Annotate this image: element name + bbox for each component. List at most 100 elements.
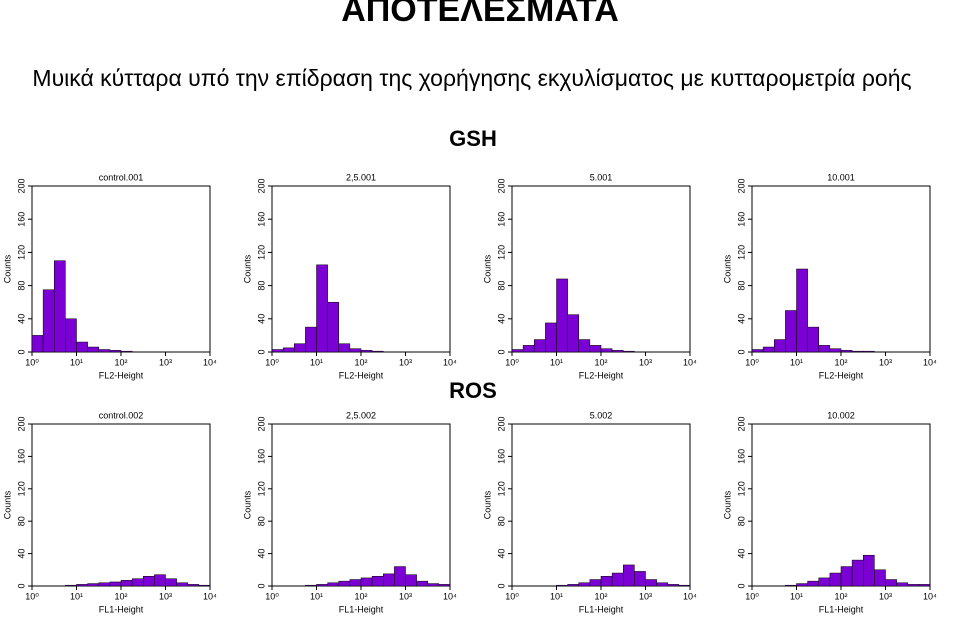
x-axis-label: FL2-Height	[579, 370, 624, 380]
histogram-bar	[176, 582, 188, 587]
histogram-bar	[862, 350, 875, 353]
histogram-bar	[762, 346, 775, 353]
plot-frame	[751, 423, 931, 587]
chart-title: 2,5.001	[346, 172, 376, 182]
y-tick-label: 40	[256, 549, 266, 559]
histogram-bar	[142, 576, 155, 587]
x-tick-label: 10²	[354, 357, 367, 367]
x-tick-label: 10⁰	[265, 357, 279, 367]
x-tick-label: 10⁴	[443, 357, 457, 367]
group-label: GSH	[449, 126, 497, 151]
histogram-bar	[338, 580, 351, 587]
histogram-bar	[751, 349, 764, 353]
x-tick-label: 10³	[399, 357, 412, 367]
y-tick-label: 120	[256, 245, 266, 260]
plot-frame	[511, 185, 691, 353]
chart-title: control.002	[99, 410, 144, 420]
x-axis-label: FL2-Height	[99, 370, 144, 380]
y-tick-label: 0	[256, 583, 266, 588]
histogram-bar	[796, 583, 808, 587]
plot-frame	[751, 185, 931, 353]
histogram-bar	[282, 347, 295, 353]
histogram-bar	[438, 584, 451, 587]
y-axis-label: Counts	[242, 254, 252, 283]
histogram-bar	[578, 339, 591, 353]
y-axis-label: Counts	[722, 254, 732, 283]
histogram-bar	[65, 584, 77, 587]
x-tick-label: 10³	[159, 357, 172, 367]
y-axis-label: Counts	[482, 254, 492, 283]
x-tick-label: 10¹	[550, 357, 563, 367]
x-axis-label: FL2-Height	[339, 370, 384, 380]
histogram-bar	[360, 350, 373, 353]
y-tick-label: 80	[256, 281, 266, 291]
y-tick-label: 120	[736, 245, 746, 260]
y-tick-label: 120	[736, 481, 746, 496]
histogram-bar	[851, 350, 864, 353]
histogram-bar	[556, 278, 568, 353]
histogram-bar	[918, 584, 931, 587]
x-tick-label: 10³	[399, 591, 412, 601]
histogram-bar	[773, 339, 786, 353]
histogram-bar	[349, 348, 362, 353]
x-tick-label: 10⁰	[505, 591, 519, 601]
x-tick-label: 10³	[639, 357, 652, 367]
x-axis-label: FL1-Height	[339, 604, 384, 614]
histogram-bar	[885, 579, 897, 587]
histogram-bar	[293, 343, 306, 353]
y-tick-label: 40	[736, 549, 746, 559]
y-tick-label: 0	[256, 349, 266, 354]
y-tick-label: 160	[16, 449, 26, 464]
histogram-bar	[622, 350, 635, 353]
y-tick-label: 80	[16, 281, 26, 291]
plot-frame	[271, 423, 451, 587]
chart-title: control.001	[99, 172, 144, 182]
x-tick-label: 10¹	[790, 591, 803, 601]
plot-frame	[511, 423, 691, 587]
y-axis-label: Counts	[242, 490, 252, 519]
histogram-bar	[416, 580, 428, 587]
y-tick-label: 80	[496, 516, 506, 526]
slide-title: ΑΠΟΤΕΛΕΣΜΑΤΑ	[341, 0, 619, 29]
y-axis-label: Counts	[2, 490, 12, 519]
chart-title: 5.001	[590, 172, 613, 182]
x-tick-label: 10⁰	[25, 591, 39, 601]
chart-title: 2,5.002	[346, 410, 376, 420]
y-tick-label: 200	[256, 416, 266, 431]
x-tick-label: 10⁴	[203, 591, 217, 601]
y-axis-label: Counts	[2, 254, 12, 283]
histogram-bar	[611, 350, 624, 353]
y-tick-label: 80	[256, 516, 266, 526]
histogram-bar	[818, 577, 831, 587]
histogram-bar	[522, 345, 535, 353]
x-tick-label: 10¹	[310, 357, 323, 367]
plot-frame	[31, 423, 211, 587]
x-tick-label: 10²	[834, 591, 847, 601]
y-tick-label: 80	[16, 516, 26, 526]
y-tick-label: 200	[16, 416, 26, 431]
histogram-bar	[120, 580, 133, 587]
x-tick-label: 10³	[639, 591, 652, 601]
histogram-bar	[65, 318, 77, 353]
slide-subtitle: Μυικά κύτταρα υπό την επίδραση της χορήγ…	[32, 65, 911, 91]
x-axis-label: FL2-Height	[819, 370, 864, 380]
histogram-bar	[349, 579, 362, 587]
x-tick-label: 10⁰	[265, 591, 279, 601]
histogram-bar	[611, 572, 624, 587]
y-tick-label: 40	[16, 549, 26, 559]
x-tick-label: 10⁰	[745, 357, 759, 367]
x-tick-label: 10¹	[550, 591, 563, 601]
histogram-bar	[371, 576, 384, 587]
histogram-bar	[667, 584, 680, 587]
histogram-bar	[109, 350, 122, 353]
histogram-bar	[327, 301, 339, 353]
y-tick-label: 80	[736, 281, 746, 291]
x-tick-label: 10¹	[790, 357, 803, 367]
x-tick-label: 10⁴	[683, 591, 697, 601]
x-tick-label: 10³	[879, 591, 892, 601]
x-tick-label: 10⁴	[923, 591, 937, 601]
y-tick-label: 40	[256, 314, 266, 324]
histogram-bar	[840, 350, 853, 353]
y-tick-label: 120	[16, 481, 26, 496]
histogram-bar	[796, 268, 808, 353]
